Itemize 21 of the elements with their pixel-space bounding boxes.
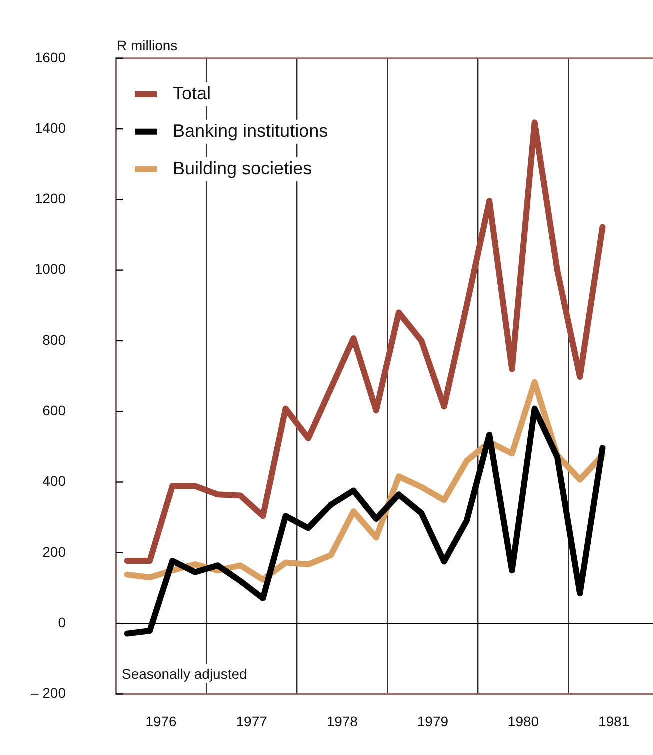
x-tick-label: 1980	[508, 713, 540, 730]
x-tick-label: 1977	[236, 713, 268, 730]
legend-label: Building societies	[173, 158, 312, 178]
y-tick-label: 1000	[34, 261, 66, 278]
annotation: Seasonally adjusted	[122, 666, 248, 682]
x-tick-label: 1976	[146, 713, 178, 730]
x-tick-label: 1981	[598, 713, 630, 730]
legend-label: Banking institutions	[173, 120, 328, 141]
y-tick-label: 1600	[34, 49, 66, 66]
y-tick-label: – 200	[30, 685, 66, 702]
y-tick-label: 400	[42, 473, 66, 490]
legend-label: Total	[173, 83, 212, 104]
y-tick-label: 200	[42, 544, 66, 560]
y-axis-title: R millions	[117, 37, 178, 54]
y-tick-label: 0	[58, 614, 66, 630]
y-tick-label: 600	[42, 402, 66, 418]
x-tick-label: 1978	[326, 713, 358, 730]
y-tick-label: 1400	[34, 120, 66, 136]
y-tick-label: 1200	[34, 190, 66, 207]
x-tick-label: 1979	[417, 713, 449, 730]
y-tick-label: 800	[42, 332, 66, 348]
